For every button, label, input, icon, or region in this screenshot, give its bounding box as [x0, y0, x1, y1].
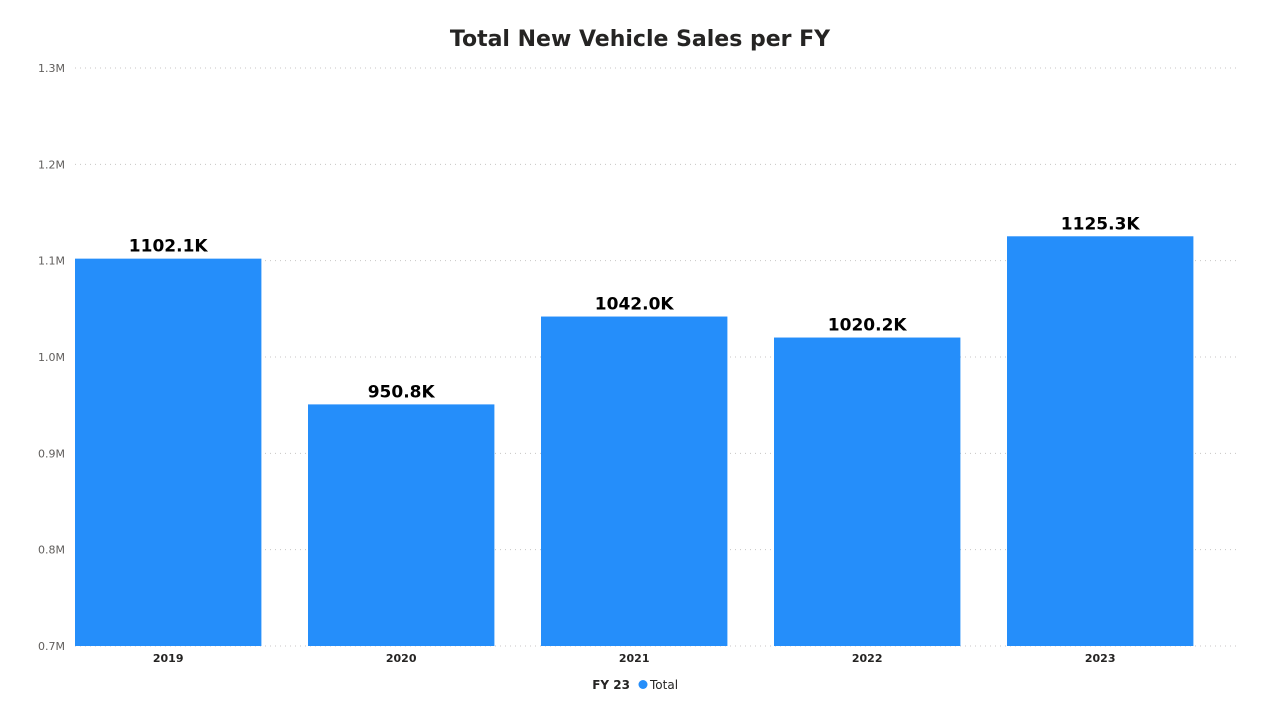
x-tick-label: 2021	[619, 652, 650, 665]
data-label-2019: 1102.1K	[129, 237, 209, 257]
bar-2021[interactable]	[541, 316, 728, 646]
data-label-2020: 950.8K	[368, 382, 436, 402]
y-tick-label: 1.3M	[38, 62, 65, 75]
x-tick-label: 2020	[386, 652, 417, 665]
bars	[75, 236, 1194, 647]
legend-title: FY 23	[592, 678, 630, 692]
y-tick-label: 0.8M	[38, 544, 65, 557]
y-tick-label: 1.0M	[38, 351, 65, 364]
x-tick-label: 2022	[852, 652, 883, 665]
y-tick-label: 0.9M	[38, 447, 65, 460]
x-tick-label: 2023	[1085, 652, 1116, 665]
bar-2022[interactable]	[774, 337, 961, 646]
y-tick-label: 1.2M	[38, 158, 65, 171]
bar-2019[interactable]	[75, 258, 262, 646]
bar-2023[interactable]	[1007, 236, 1194, 647]
y-tick-label: 1.1M	[38, 255, 65, 268]
y-tick-label: 0.7M	[38, 640, 65, 653]
data-label-2022: 1020.2K	[828, 316, 908, 336]
y-axis: 0.7M 0.8M 0.9M 1.0M 1.1M 1.2M 1.3M	[38, 62, 65, 653]
bar-2020[interactable]	[308, 404, 495, 646]
legend-marker-total	[638, 680, 648, 689]
x-axis: 2019 2020 2021 2022 2023	[153, 652, 1116, 665]
chart-title: Total New Vehicle Sales per FY	[450, 27, 831, 52]
x-tick-label: 2019	[153, 652, 184, 665]
data-label-2023: 1125.3K	[1061, 214, 1141, 234]
data-labels: 1102.1K 950.8K 1042.0K 1020.2K 1125.3K	[129, 214, 1141, 402]
legend: FY 23 Total	[592, 678, 678, 692]
legend-label-total: Total	[649, 678, 678, 692]
data-label-2021: 1042.0K	[595, 295, 675, 315]
